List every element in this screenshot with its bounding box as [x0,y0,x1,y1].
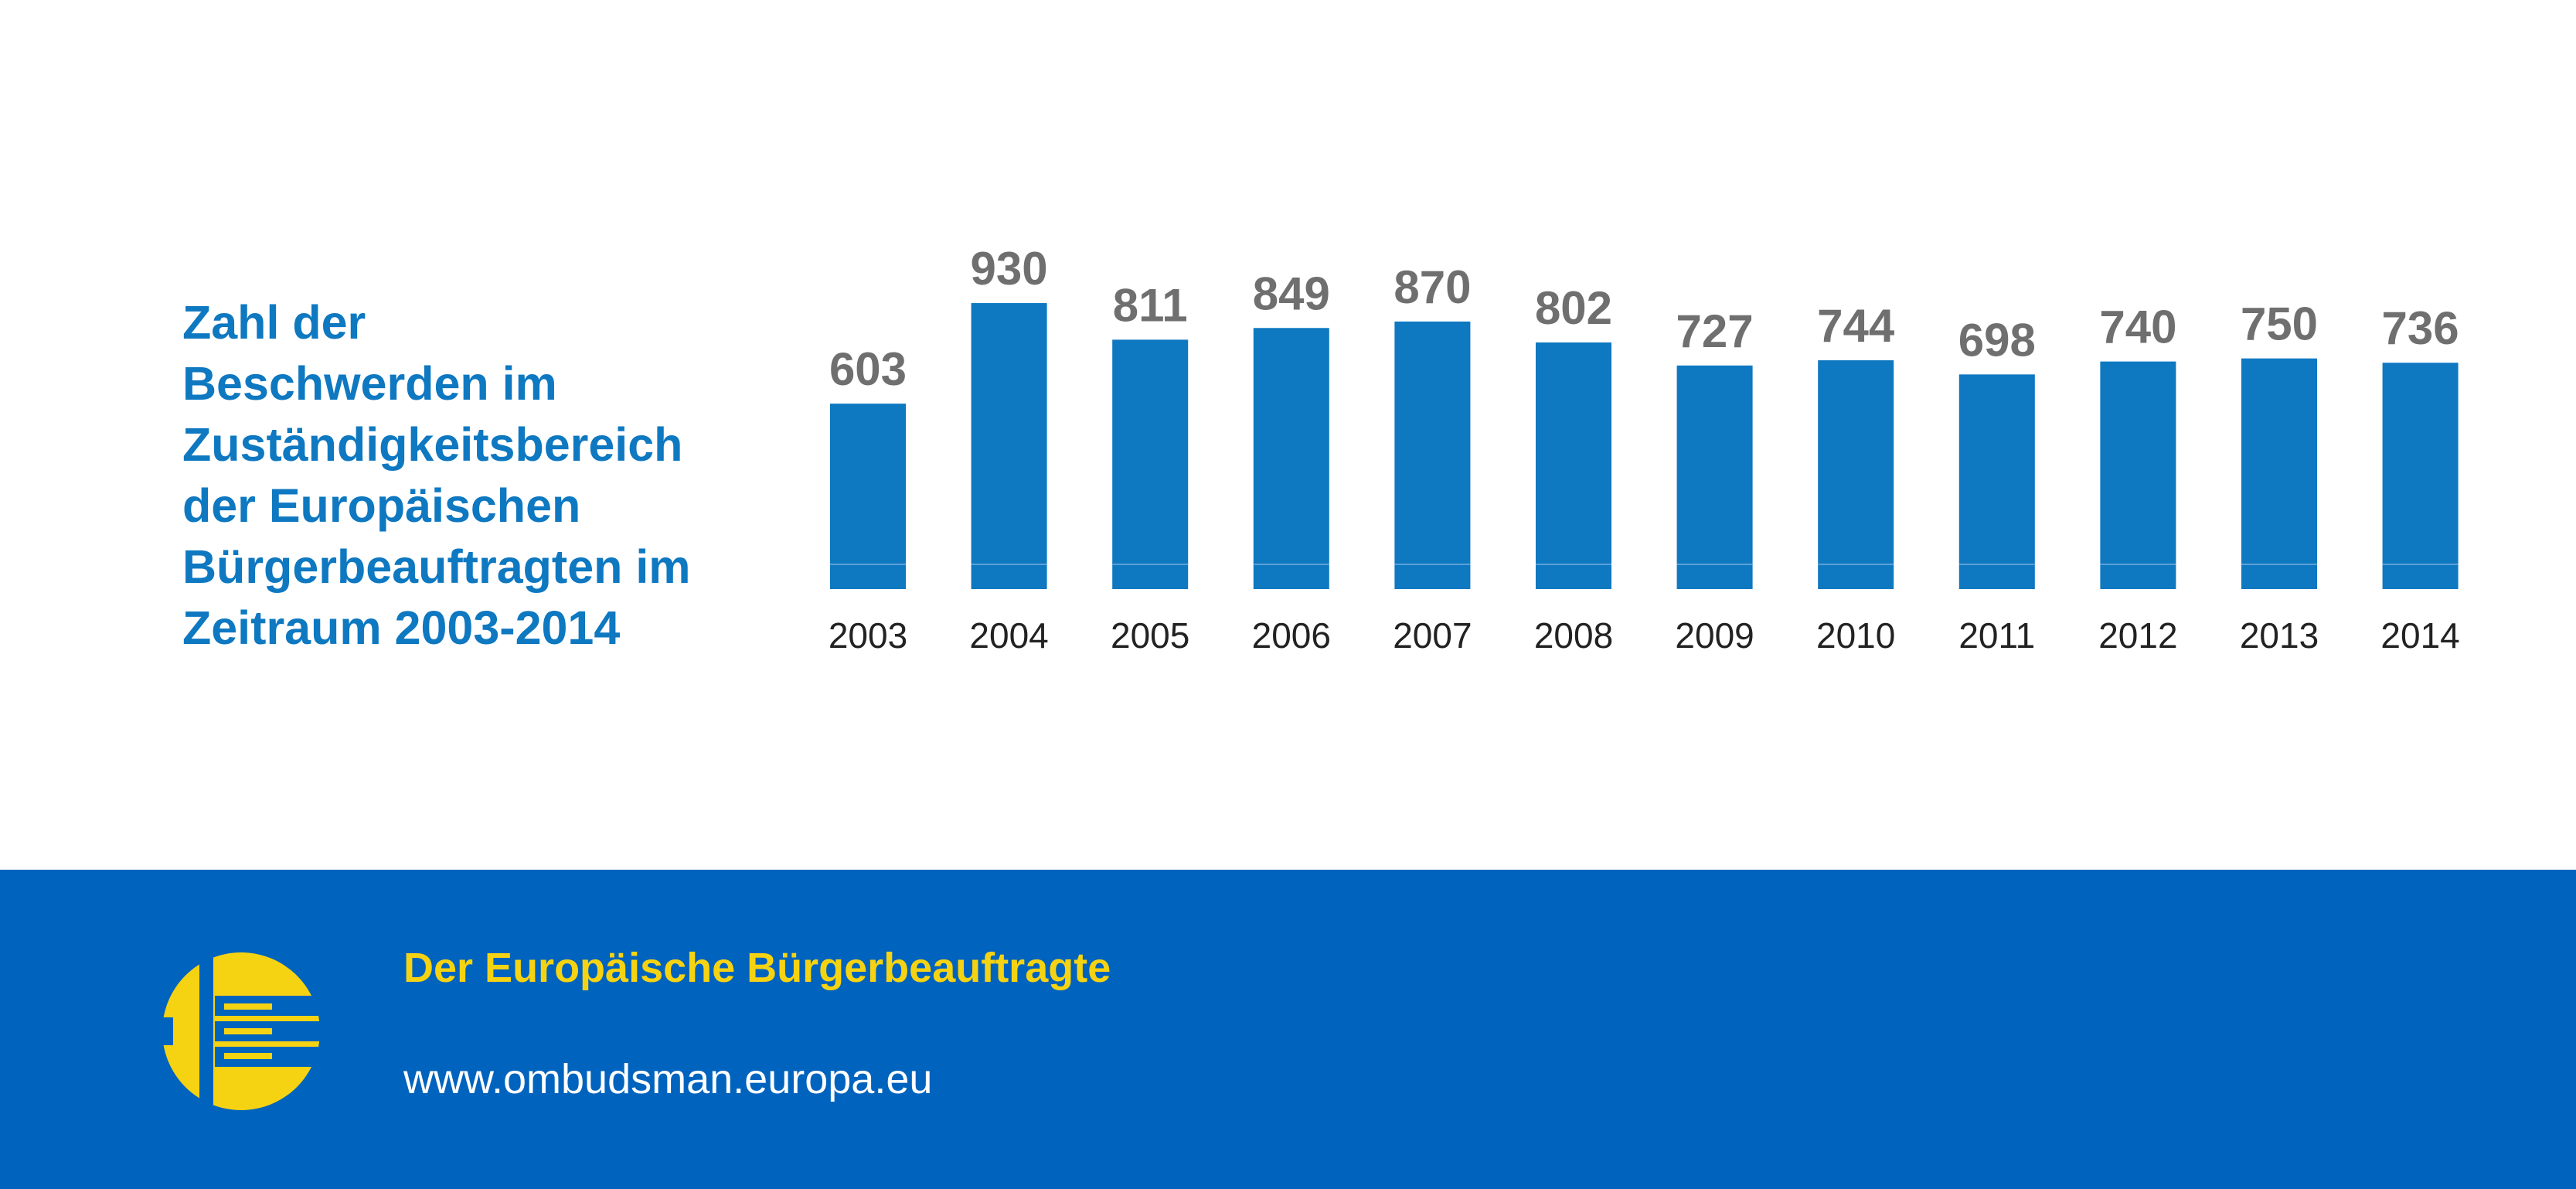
bar-2006 [1253,328,1329,589]
data-label-2005: 811 [1113,279,1188,331]
european-ombudsman-logo-icon [159,949,323,1113]
x-tick-label-2005: 2005 [1111,615,1189,656]
organization-name: Der Europäische Bürgerbeauftragte [403,945,1111,991]
data-label-2010: 744 [1817,300,1895,352]
bar-base-line [2241,564,2317,565]
bar-base-line [1253,564,1329,565]
x-tick-label-2010: 2010 [1816,615,1895,656]
x-tick-label-2006: 2006 [1252,615,1331,656]
bar-base-line [2100,564,2176,565]
data-label-2012: 740 [2099,302,2176,353]
x-tick-label-2003: 2003 [829,615,907,656]
x-tick-label-2011: 2011 [1958,615,2035,656]
data-label-2014: 736 [2382,302,2459,354]
bar-2010 [1818,360,1894,589]
data-label-2008: 802 [1535,282,1612,334]
chart-title-line: Zuständigkeitsbereich [182,418,683,471]
bar-base-line [1676,564,1753,565]
bar-base-line [971,564,1047,565]
bar-base-line [1536,564,1611,565]
bar-base-line [2382,564,2459,565]
bar-2013 [2241,358,2317,589]
website-link[interactable]: www.ombudsman.europa.eu [403,1056,933,1102]
data-label-2004: 930 [971,243,1048,295]
data-label-2011: 698 [1958,314,2036,366]
bar-base-line [1818,564,1894,565]
bar-base-line [830,564,906,565]
data-label-2013: 750 [2241,298,2318,350]
bar-2003 [830,404,906,589]
bar-2009 [1676,365,1753,589]
x-tick-label-2009: 2009 [1675,615,1754,656]
data-label-2009: 727 [1676,305,1754,357]
bar-2012 [2100,361,2176,589]
bar-2011 [1958,374,2035,589]
chart-title-line: Beschwerden im [182,357,557,410]
data-label-2003: 603 [829,343,907,395]
data-label-2006: 849 [1253,267,1330,319]
chart-title-line: der Europäischen [182,479,581,532]
bar-2005 [1112,339,1189,589]
chart-title-line: Zeitraum 2003-2014 [182,601,621,654]
chart-title-line: Zahl der [182,296,366,349]
x-tick-label-2004: 2004 [969,615,1048,656]
bar-2004 [971,303,1047,589]
x-tick-label-2007: 2007 [1393,615,1472,656]
bar-2008 [1536,342,1611,589]
bar-2014 [2382,363,2459,589]
bar-2007 [1394,321,1471,589]
chart-title: Zahl der Beschwerden im Zuständigkeitsbe… [182,292,785,659]
bar-base-line [1112,564,1189,565]
chart-title-line: Bürgerbeauftragten im [182,540,691,593]
footer-bar: Der Europäische Bürgerbeauftragte www.om… [0,870,2576,1189]
x-tick-label-2008: 2008 [1534,615,1613,656]
bar-chart: 603 2003 930 2004 811 2005 849 2006 870 2007 802 20… [829,243,2460,656]
bar-base-line [1958,564,2035,565]
bar-base-line [1394,564,1471,565]
x-tick-label-2013: 2013 [2240,615,2319,656]
x-tick-label-2012: 2012 [2098,615,2177,656]
data-label-2007: 870 [1393,261,1471,313]
x-tick-label-2014: 2014 [2380,615,2459,656]
